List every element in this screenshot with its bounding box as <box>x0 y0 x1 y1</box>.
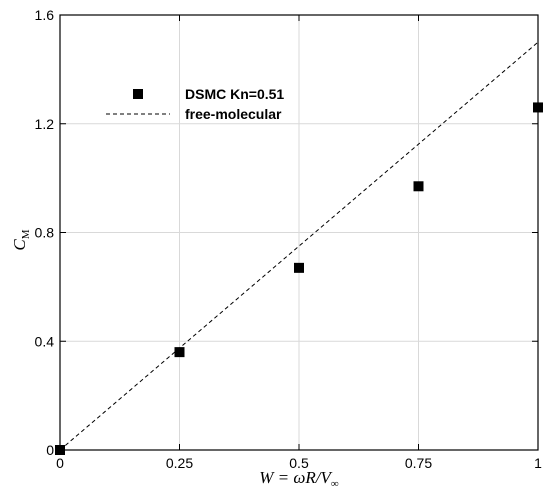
legend: DSMC Kn=0.51 free-molecular <box>106 86 284 122</box>
dsmc-point <box>174 347 185 358</box>
y-axis-title: CM <box>10 229 32 250</box>
y-tick-label: 0.8 <box>35 225 55 241</box>
x-tick-label: 0.5 <box>289 455 309 471</box>
y-tick-label: 0 <box>46 442 54 458</box>
dsmc-point <box>55 445 65 455</box>
x-tick-label: 0.25 <box>166 455 193 471</box>
series-layer <box>55 41 543 455</box>
y-axis-title-var: C <box>10 239 29 251</box>
dsmc-point <box>533 102 543 113</box>
y-tick-label: 1.2 <box>35 116 55 132</box>
x-axis-title-sub: ∞ <box>331 478 339 490</box>
legend-label-free-molecular: free-molecular <box>185 106 282 122</box>
dsmc-point <box>294 262 304 273</box>
x-tick-label: 0.75 <box>405 455 432 471</box>
x-tick-label: 1 <box>534 455 542 471</box>
legend-label-dsmc: DSMC Kn=0.51 <box>185 86 284 102</box>
plot-frame <box>59 14 539 451</box>
grid <box>59 14 539 451</box>
tick-labels: 0 0.25 0.5 0.75 1 0 0.4 0.8 1.2 1.6 <box>35 7 543 471</box>
dsmc-point <box>413 181 424 192</box>
x-axis-title: W = ωR/V∞ <box>259 468 339 490</box>
y-tick-label: 0.4 <box>35 333 55 349</box>
legend-marker-dsmc <box>133 89 143 99</box>
x-axis-title-var: W <box>259 468 275 487</box>
x-tick-label: 0 <box>56 455 64 471</box>
x-axis-title-eq: = ωR/V <box>273 468 333 487</box>
y-axis-title-sub: M <box>20 229 32 239</box>
y-tick-label: 1.6 <box>35 7 55 23</box>
